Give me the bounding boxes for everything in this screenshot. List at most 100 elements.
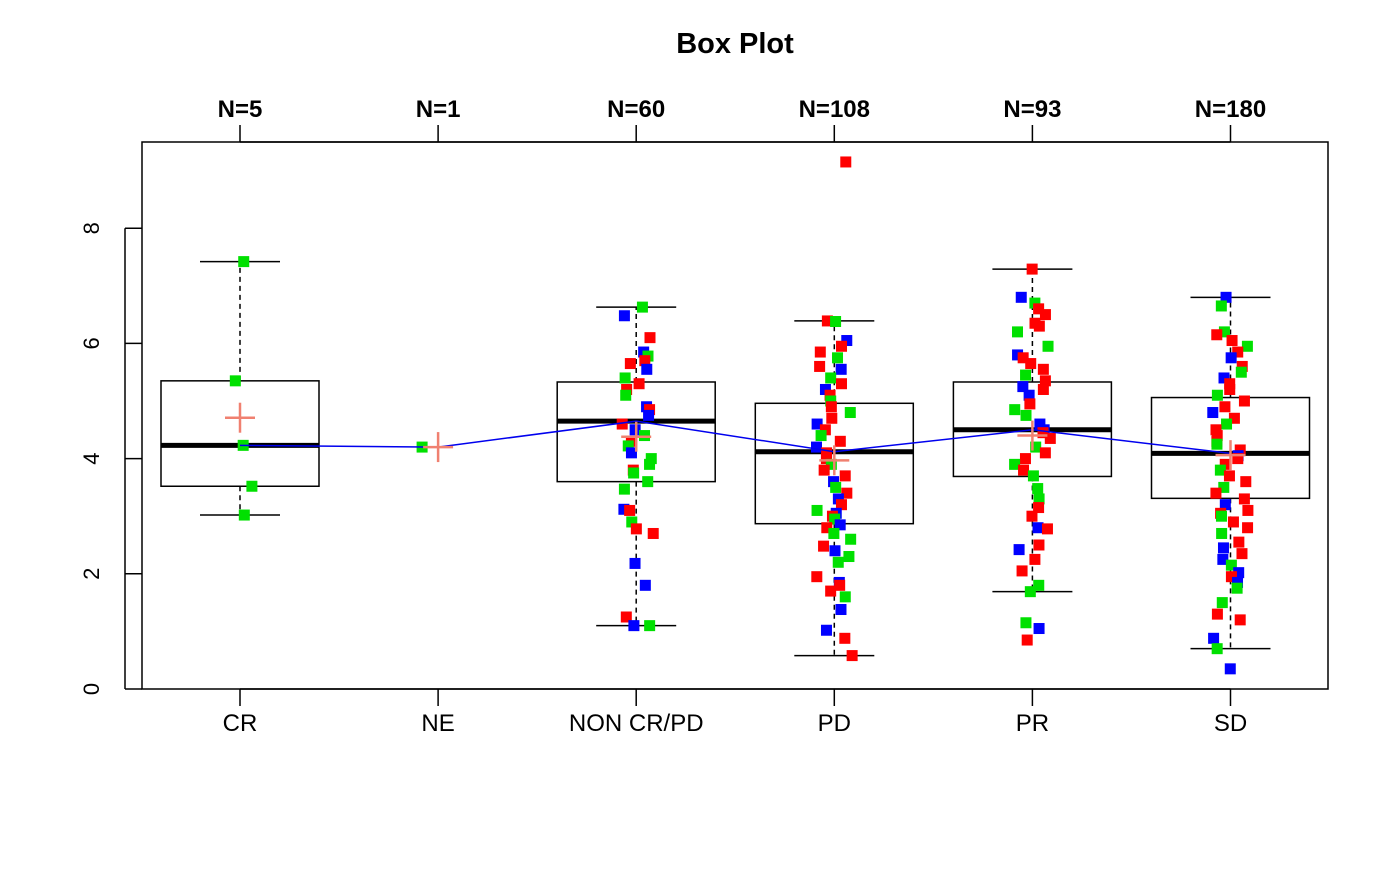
data-point-sd <box>1225 571 1237 583</box>
data-point-pr <box>1024 586 1036 598</box>
data-point-pd <box>845 533 857 545</box>
data-point-pr <box>1012 349 1024 361</box>
data-point-pr <box>1017 381 1029 393</box>
axes-layer: 0 2 4 6 8 CR N=5 NE N=1 NON CR/PD N=60 PD N=108 PR N=9… <box>79 96 1329 737</box>
data-point-pr <box>1018 464 1030 476</box>
data-point-pr <box>1032 522 1044 534</box>
data-point-sd <box>1236 360 1248 372</box>
data-point-sd <box>1225 559 1237 571</box>
data-point-non-cr-pd <box>618 503 630 515</box>
y-tick-label: 2 <box>79 568 104 580</box>
data-point-pd <box>825 401 837 413</box>
data-point-sd <box>1241 340 1253 352</box>
data-point-non-cr-pd <box>630 523 642 535</box>
data-point-sd <box>1211 643 1223 655</box>
data-point-sd <box>1236 548 1248 560</box>
data-point-sd <box>1232 576 1244 588</box>
data-point-sd <box>1231 582 1243 594</box>
data-point-pd <box>835 378 847 390</box>
data-point-non-cr-pd <box>621 383 633 395</box>
data-point-cr <box>238 256 250 268</box>
data-point-pd <box>829 513 841 525</box>
data-point-sd <box>1232 346 1244 358</box>
data-point-non-cr-pd <box>639 579 651 591</box>
data-point-non-cr-pd <box>633 378 645 390</box>
data-point-pr <box>1020 369 1032 381</box>
data-point-pr <box>1023 389 1035 401</box>
data-point-non-cr-pd <box>626 516 638 528</box>
data-point-pd <box>811 418 823 430</box>
data-point-sd <box>1211 389 1223 401</box>
y-tick-label: 6 <box>79 337 104 349</box>
data-point-pd <box>825 372 837 384</box>
data-point-pr <box>1017 352 1029 364</box>
data-point-sd <box>1211 430 1223 442</box>
data-point-sd <box>1218 372 1230 384</box>
data-point-non-cr-pd <box>620 389 632 401</box>
data-point-non-cr-pd <box>622 440 634 452</box>
data-point-pr <box>1041 523 1053 535</box>
x-tick-label: PD <box>818 710 851 737</box>
data-point-sd <box>1224 378 1236 390</box>
data-point-pr <box>1016 565 1028 577</box>
data-point-non-cr-pd <box>636 301 648 313</box>
data-point-pr <box>1030 441 1042 453</box>
data-point-pd <box>834 579 846 591</box>
data-point-cr <box>238 509 250 521</box>
data-point-non-cr-pd <box>618 483 630 495</box>
data-point-sd <box>1242 504 1254 516</box>
data-point-sd <box>1211 608 1223 620</box>
count-label: N=60 <box>607 96 665 123</box>
data-point-cr <box>246 480 258 492</box>
data-point-non-cr-pd <box>647 527 659 539</box>
data-point-sd <box>1220 291 1232 303</box>
count-label: N=108 <box>799 96 870 123</box>
data-point-cr <box>229 375 241 387</box>
data-point-pd <box>825 458 837 470</box>
median-trend-line <box>239 420 1231 455</box>
data-point-sd <box>1238 395 1250 407</box>
mean-marker-sd <box>1215 440 1246 471</box>
x-tick-label: NON CR/PD <box>569 710 704 737</box>
data-point-sd <box>1235 366 1247 378</box>
data-point-non-cr-pd <box>645 453 657 465</box>
data-point-sd <box>1217 542 1229 554</box>
data-point-pd <box>828 476 840 488</box>
data-point-pr <box>1033 493 1045 505</box>
x-tick-label: CR <box>223 710 258 737</box>
data-point-sd <box>1242 522 1254 534</box>
data-point-non-cr-pd <box>644 404 656 416</box>
data-point-pr <box>1027 470 1039 482</box>
data-point-sd <box>1225 352 1237 364</box>
data-point-pr <box>1032 483 1044 495</box>
points-layer <box>229 156 1254 675</box>
data-point-non-cr-pd <box>624 358 636 370</box>
y-tick-label: 4 <box>79 452 104 464</box>
data-point-sd <box>1238 493 1250 505</box>
data-point-sd <box>1218 326 1230 338</box>
data-point-pr <box>1024 398 1036 410</box>
data-point-non-cr-pd <box>628 620 640 632</box>
data-point-pr <box>1009 458 1021 470</box>
data-point-sd <box>1233 536 1245 548</box>
data-point-pd <box>841 335 853 347</box>
data-point-pd <box>820 624 832 636</box>
data-point-sd <box>1234 614 1246 626</box>
data-point-sd <box>1219 401 1231 413</box>
data-point-pd <box>820 453 832 465</box>
data-point-pr <box>1020 409 1032 421</box>
data-point-pr <box>1042 340 1054 352</box>
data-point-pr <box>1033 320 1045 332</box>
data-point-sd <box>1216 527 1228 539</box>
data-point-sd <box>1218 481 1230 493</box>
data-point-sd <box>1219 499 1231 511</box>
data-point-pr <box>1039 375 1051 387</box>
data-point-pd <box>821 315 833 327</box>
data-point-sd <box>1208 632 1220 644</box>
data-point-pd <box>826 412 838 424</box>
data-point-pr <box>1019 453 1031 465</box>
data-point-sd <box>1233 567 1245 579</box>
data-point-pd <box>811 504 823 516</box>
data-point-pr <box>1034 418 1046 430</box>
